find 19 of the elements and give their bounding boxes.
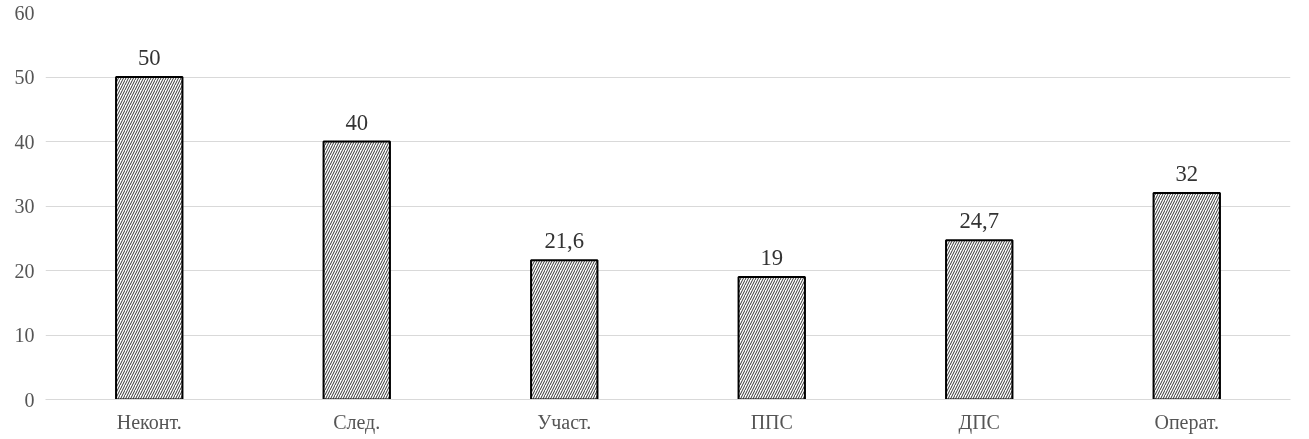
y-tick-label: 0 [24, 388, 35, 411]
y-tick-label: 50 [14, 66, 35, 88]
x-tick-label: ППС [750, 410, 793, 433]
y-tick-label: 20 [14, 259, 35, 282]
y-tick-label: 30 [14, 195, 35, 217]
data-label: 32 [1175, 161, 1199, 187]
y-tick-label: 10 [14, 324, 35, 346]
x-tick-label: ДПС [958, 410, 1000, 434]
data-label: 50 [137, 45, 161, 70]
y-tick-label: 60 [14, 1, 35, 24]
y-tick-label: 40 [14, 130, 35, 153]
data-label: 24,7 [959, 208, 1000, 234]
data-label: 21,6 [544, 228, 585, 254]
x-tick-label: Неконт. [116, 410, 182, 433]
data-label: 19 [760, 244, 784, 270]
x-tick-label: След. [333, 410, 381, 434]
data-label: 40 [345, 109, 369, 135]
x-tick-label: Операт. [1154, 410, 1220, 434]
x-tick-label: Участ. [537, 410, 592, 433]
